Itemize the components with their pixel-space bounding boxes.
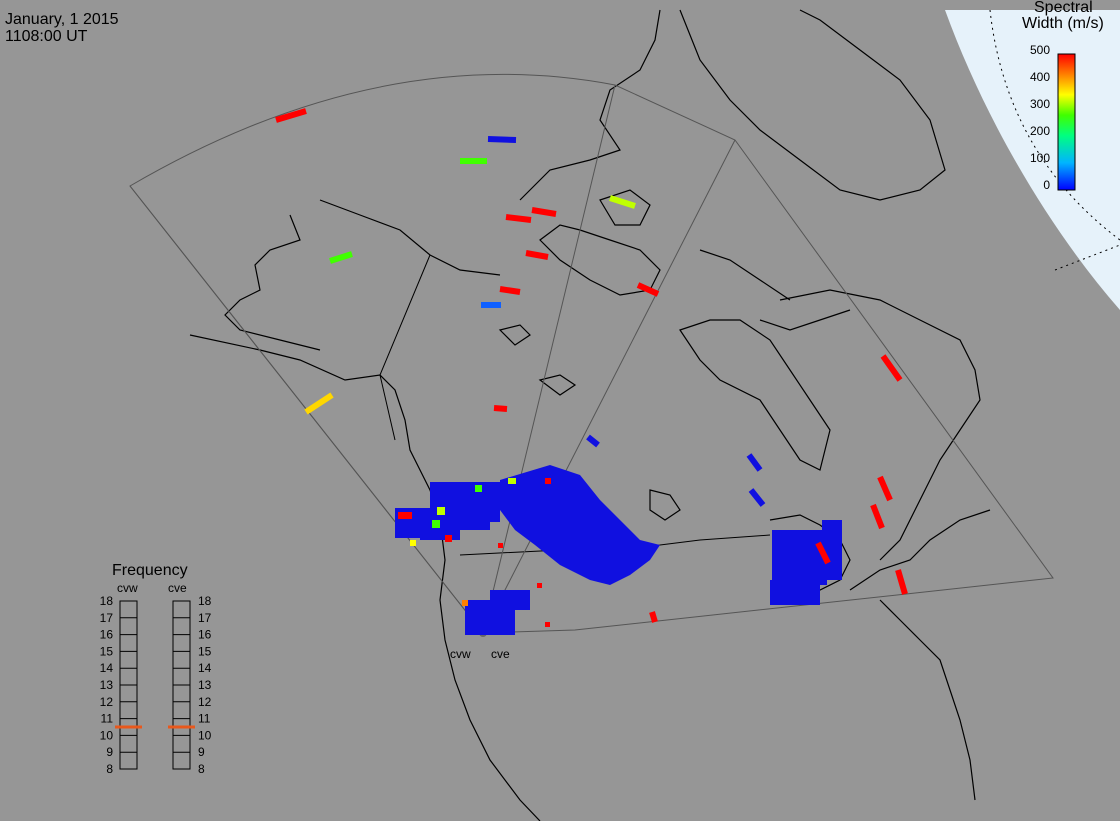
colorbar-tick-label: 100 — [1030, 151, 1050, 165]
colorbar-title-line1: Spectral — [1034, 0, 1093, 16]
radar-label-cvw: cvw — [450, 647, 471, 661]
time-label: 1108:00 UT — [5, 28, 88, 45]
colorbar-gradient — [1057, 53, 1076, 191]
frequency-tick-label-left: 16 — [100, 628, 114, 642]
echo-scatter-east — [770, 520, 842, 605]
date-label: January, 1 2015 — [5, 11, 119, 28]
frequency-tick-label-right: 17 — [198, 611, 212, 625]
colorbar-tick-label: 0 — [1043, 178, 1050, 192]
frequency-tick-label-left: 18 — [100, 594, 114, 608]
frequency-ticks: 18 18 17 17 16 16 15 15 14 14 13 13 12 12 11 11 10 10 9 9 8 8 — [100, 594, 212, 776]
frequency-tick-label-left: 12 — [100, 695, 114, 709]
frequency-tick-label-right: 11 — [198, 712, 211, 726]
frequency-tick-label-right: 8 — [198, 762, 205, 776]
frequency-tick-label-right: 12 — [198, 695, 212, 709]
frequency-panel: Frequency cvw cve 18 18 17 17 16 16 15 15 14 14 13… — [100, 562, 212, 776]
frequency-tick-label-left: 8 — [106, 762, 113, 776]
latitude-circle-dotted — [989, 9, 1120, 241]
frequency-tick-label-right: 10 — [198, 728, 212, 742]
frequency-tick-label-right: 14 — [198, 661, 212, 675]
frequency-tick-label-right: 18 — [198, 594, 212, 608]
frequency-tick-label-right: 15 — [198, 644, 212, 658]
frequency-tick-label-left: 10 — [100, 728, 114, 742]
radar-label-cve: cve — [491, 647, 510, 661]
frequency-tick-label-right: 9 — [198, 745, 205, 759]
echo-streaks — [275, 108, 908, 623]
frequency-col-cve: cve — [168, 581, 187, 595]
echo-scatter-colored — [398, 478, 551, 627]
echo-scatter-central — [500, 465, 660, 585]
colorbar-tick-label: 300 — [1030, 97, 1050, 111]
frequency-tick-label-left: 11 — [101, 712, 114, 726]
frequency-title: Frequency — [112, 562, 188, 579]
polar-region — [945, 10, 1120, 310]
frequency-tick-label-left: 14 — [100, 661, 114, 675]
frequency-col-cvw: cvw — [117, 581, 138, 595]
colorbar-title-line2: Width (m/s) — [1022, 15, 1104, 32]
colorbar: Spectral Width (m/s) 500 400 300 200 100 0 — [1022, 0, 1104, 192]
coastlines — [189, 9, 991, 821]
colorbar-ticks: 500 400 300 200 100 0 — [1030, 43, 1050, 192]
colorbar-tick-label: 400 — [1030, 70, 1050, 84]
frequency-tick-label-right: 13 — [198, 678, 212, 692]
colorbar-tick-label: 500 — [1030, 43, 1050, 57]
frequency-tick-label-left: 9 — [106, 745, 113, 759]
colorbar-tick-label: 200 — [1030, 124, 1050, 138]
frequency-tick-label-left: 15 — [100, 644, 114, 658]
frequency-tick-label-left: 13 — [100, 678, 114, 692]
frequency-tick-label-right: 16 — [198, 628, 212, 642]
frequency-tick-label-left: 17 — [100, 611, 114, 625]
